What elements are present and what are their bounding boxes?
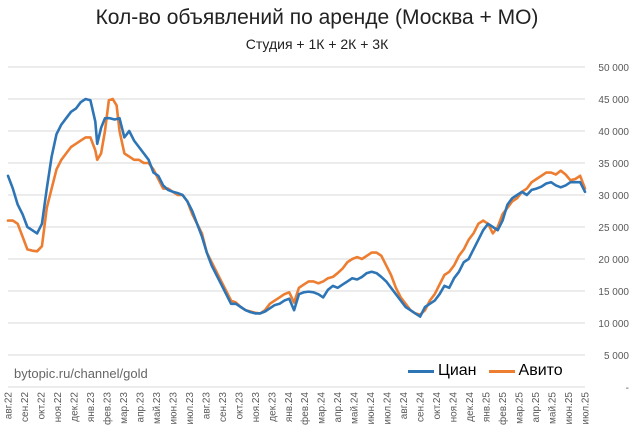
x-tick-label: апр.24	[333, 392, 344, 423]
x-tick-label: фев.24	[299, 392, 311, 425]
x-tick-label: июн.25	[564, 392, 575, 425]
x-tick-label: авг.24	[399, 392, 410, 420]
legend-swatch-cian	[408, 369, 434, 373]
chart-legend: Циан Авито	[404, 358, 580, 384]
y-tick-label: 5 000	[604, 351, 629, 362]
y-tick-label: 20 000	[598, 255, 629, 266]
y-tick-label: 50 000	[598, 63, 629, 74]
x-tick-label: янв.24	[284, 392, 295, 423]
x-tick-label: дек.22	[69, 392, 80, 422]
x-tick-label: июл.24	[383, 392, 394, 425]
y-tick-label: 10 000	[598, 319, 629, 330]
y-tick-label: 30 000	[598, 191, 629, 202]
x-tick-label: мар.25	[515, 392, 526, 424]
x-tick-label: июн.23	[168, 392, 179, 425]
series-line-cian	[6, 97, 587, 318]
legend-item-cian: Циан	[408, 362, 477, 380]
series-lines	[6, 97, 587, 318]
x-tick-label: янв.25	[482, 392, 493, 423]
x-tick-label: июн.24	[366, 392, 377, 425]
gridlines	[8, 66, 585, 388]
legend-item-avito: Авито	[488, 362, 563, 380]
legend-swatch-avito	[488, 369, 515, 373]
y-tick-label: 45 000	[598, 95, 629, 106]
x-tick-label: ноя.23	[251, 392, 262, 423]
x-tick-label: окт.24	[432, 392, 443, 420]
x-tick-label: май.25	[548, 392, 559, 424]
y-tick-label: 35 000	[598, 159, 629, 170]
y-tick-label: -	[626, 383, 629, 394]
x-tick-label: май.24	[350, 392, 361, 424]
x-tick-label: сен.23	[218, 392, 229, 422]
x-tick-label: апр.25	[531, 392, 542, 423]
x-tick-label: ноя.22	[53, 392, 64, 423]
x-tick-label: мар.23	[119, 392, 130, 424]
x-tick-label: авг.22	[4, 392, 15, 420]
x-tick-label: янв.23	[86, 392, 97, 423]
x-tick-label: июл.25	[581, 392, 592, 425]
x-tick-label: окт.22	[36, 392, 47, 420]
x-tick-label: май.23	[152, 392, 163, 424]
x-tick-label: мар.24	[317, 392, 328, 424]
x-tick-label: окт.23	[234, 392, 245, 420]
x-tick-label: ноя.24	[449, 392, 460, 423]
chart-subtitle: Студия + 1К + 2К + 3К	[245, 36, 389, 52]
x-tick-label: авг.23	[201, 392, 212, 420]
x-tick-label: июл.23	[185, 392, 196, 425]
watermark: bytopic.ru/channel/gold	[14, 366, 148, 381]
x-tick-label: сен.22	[20, 392, 31, 422]
legend-label-avito: Авито	[518, 362, 563, 379]
y-axis-ticks: - 5 000 10 000 15 000 20 000 25 000 30 000 35 0…	[598, 63, 629, 394]
y-tick-label: 40 000	[598, 127, 629, 138]
legend-label-cian: Циан	[438, 362, 477, 379]
x-tick-label: сен.24	[416, 392, 427, 422]
chart-title: Кол-во объявлений по аренде (Москва + МО…	[95, 6, 539, 29]
x-tick-label: фев.23	[101, 392, 113, 425]
x-axis-ticks: авг.22 сен.22 окт.22 ноя.22 дек.22 янв.23 фев.…	[4, 392, 592, 425]
y-tick-label: 25 000	[598, 223, 629, 234]
x-tick-label: фев.25	[497, 392, 509, 425]
x-tick-label: апр.23	[135, 392, 146, 423]
y-tick-label: 15 000	[598, 287, 629, 298]
x-tick-label: дек.23	[267, 392, 278, 422]
x-tick-label: дек.24	[465, 392, 476, 422]
